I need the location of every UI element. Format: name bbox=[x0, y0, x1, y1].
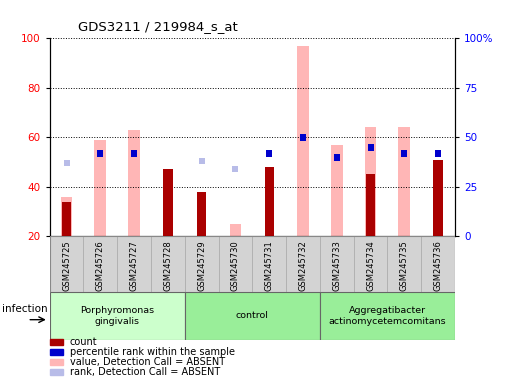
Text: infection: infection bbox=[3, 304, 48, 314]
Bar bbox=[163, 169, 173, 236]
Bar bbox=[368, 144, 373, 151]
Bar bbox=[128, 130, 140, 236]
Bar bbox=[320, 292, 455, 340]
Bar bbox=[399, 127, 410, 236]
Bar bbox=[421, 236, 455, 292]
Bar bbox=[50, 339, 63, 345]
Bar bbox=[252, 236, 286, 292]
Text: GSM245728: GSM245728 bbox=[163, 241, 173, 291]
Bar bbox=[354, 236, 388, 292]
Bar bbox=[151, 236, 185, 292]
Bar bbox=[230, 224, 242, 236]
Bar bbox=[50, 236, 84, 292]
Text: GSM245735: GSM245735 bbox=[400, 241, 409, 291]
Text: GDS3211 / 219984_s_at: GDS3211 / 219984_s_at bbox=[78, 20, 238, 33]
Text: rank, Detection Call = ABSENT: rank, Detection Call = ABSENT bbox=[70, 367, 220, 377]
Text: GSM245726: GSM245726 bbox=[96, 241, 105, 291]
Bar bbox=[50, 359, 63, 365]
Bar bbox=[434, 159, 443, 236]
Bar bbox=[265, 167, 274, 236]
Bar bbox=[62, 202, 71, 236]
Bar bbox=[320, 236, 354, 292]
Bar bbox=[297, 46, 309, 236]
Text: GSM245730: GSM245730 bbox=[231, 241, 240, 291]
Bar bbox=[131, 150, 137, 157]
Bar bbox=[219, 236, 252, 292]
Text: GSM245729: GSM245729 bbox=[197, 241, 206, 291]
Text: GSM245732: GSM245732 bbox=[299, 241, 308, 291]
Text: GSM245734: GSM245734 bbox=[366, 241, 375, 291]
Bar bbox=[84, 236, 117, 292]
Bar bbox=[61, 197, 73, 236]
Bar bbox=[366, 174, 376, 236]
Text: count: count bbox=[70, 337, 97, 347]
Text: GSM245725: GSM245725 bbox=[62, 241, 71, 291]
Bar bbox=[266, 150, 272, 157]
Bar bbox=[63, 160, 70, 166]
Bar bbox=[117, 236, 151, 292]
Bar bbox=[97, 150, 104, 157]
Bar bbox=[334, 154, 340, 161]
Bar bbox=[185, 292, 320, 340]
Text: Aggregatibacter
actinomycetemcomitans: Aggregatibacter actinomycetemcomitans bbox=[328, 306, 446, 326]
Text: GSM245731: GSM245731 bbox=[265, 241, 274, 291]
Bar bbox=[95, 140, 106, 236]
Text: GSM245733: GSM245733 bbox=[332, 241, 342, 291]
Bar bbox=[232, 166, 238, 172]
Bar bbox=[50, 369, 63, 375]
Bar bbox=[331, 145, 343, 236]
Text: GSM245736: GSM245736 bbox=[434, 241, 442, 291]
Text: percentile rank within the sample: percentile rank within the sample bbox=[70, 347, 235, 357]
Bar bbox=[50, 349, 63, 355]
Text: value, Detection Call = ABSENT: value, Detection Call = ABSENT bbox=[70, 357, 225, 367]
Text: Porphyromonas
gingivalis: Porphyromonas gingivalis bbox=[80, 306, 154, 326]
Bar bbox=[185, 236, 219, 292]
Bar bbox=[365, 127, 377, 236]
Bar bbox=[286, 236, 320, 292]
Bar bbox=[401, 150, 407, 157]
Bar bbox=[199, 158, 204, 164]
Text: GSM245727: GSM245727 bbox=[130, 241, 139, 291]
Bar bbox=[388, 236, 421, 292]
Bar bbox=[300, 134, 306, 141]
Bar bbox=[197, 192, 207, 236]
Text: control: control bbox=[236, 311, 269, 320]
Bar bbox=[435, 150, 441, 157]
Bar bbox=[50, 292, 185, 340]
